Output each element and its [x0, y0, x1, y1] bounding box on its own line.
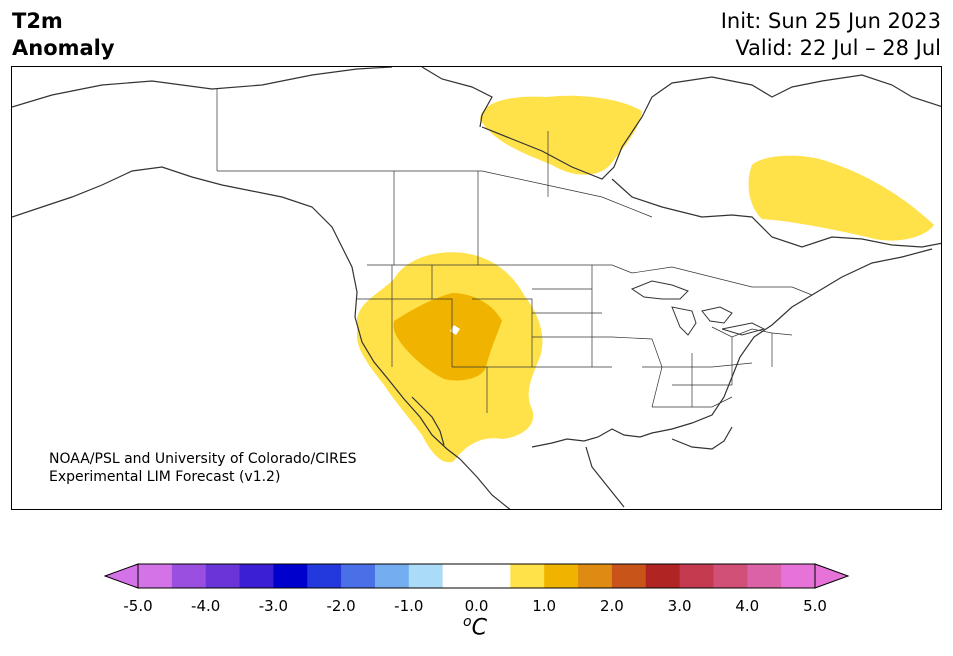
- colorbar-cell: [307, 564, 342, 588]
- variable-label: T2m: [12, 9, 63, 33]
- colorbar-tick-label: 0.0: [464, 597, 489, 615]
- colorbar-outline: [137, 563, 816, 589]
- chart-title: T2m Anomaly: [12, 8, 115, 62]
- colorbar-tick-label: 2.0: [599, 597, 624, 615]
- colorbar-cell: [374, 564, 410, 588]
- colorbar-tick-label: 4.0: [735, 597, 760, 615]
- colorbar-cell: [341, 564, 376, 588]
- north-america-map: [12, 67, 941, 509]
- colorbar-under-arrow: [103, 563, 139, 589]
- coastlines: [12, 67, 941, 509]
- colorbar-cells: [138, 564, 816, 588]
- colorbar-cell: [476, 564, 511, 588]
- colorbar-cell: [747, 564, 782, 588]
- field-label: Anomaly: [12, 36, 115, 60]
- colorbar-cell: [781, 564, 816, 588]
- colorbar-cell: [611, 564, 647, 588]
- colorbar-cell: [679, 564, 714, 588]
- colorbar-tick-label: -1.0: [394, 597, 424, 615]
- credit-text: NOAA/PSL and University of Colorado/CIRE…: [49, 450, 357, 486]
- colorbar-cell: [713, 564, 748, 588]
- colorbar-tick-label: -3.0: [258, 597, 289, 615]
- colorbar-cell: [442, 564, 477, 588]
- forecast-dates: Init: Sun 25 Jun 2023 Valid: 22 Jul – 28…: [721, 8, 941, 62]
- colorbar-tick-label: 3.0: [667, 597, 692, 615]
- colorbar-over-arrow: [814, 563, 850, 589]
- colorbar-tick-label: 1.0: [532, 597, 557, 615]
- colorbar-tick-label: -5.0: [123, 597, 153, 615]
- valid-range: Valid: 22 Jul – 28 Jul: [735, 36, 941, 60]
- colorbar-tick-label: 5.0: [803, 597, 827, 615]
- credit-line-2: Experimental LIM Forecast (v1.2): [49, 469, 281, 485]
- colorbar-cell: [544, 564, 579, 588]
- anomaly-shading: [357, 95, 934, 463]
- unit-letter: C: [471, 615, 487, 641]
- political-borders: [216, 89, 813, 413]
- colorbar-cell: [645, 564, 681, 588]
- init-date: Init: Sun 25 Jun 2023: [720, 9, 941, 33]
- colorbar-unit: oC: [455, 614, 495, 640]
- colorbar-cell: [239, 564, 274, 588]
- anomaly-west-us-inner: [393, 293, 502, 381]
- colorbar: [103, 563, 850, 589]
- map-panel: [11, 66, 942, 510]
- colorbar-cell: [205, 564, 241, 588]
- colorbar-cell: [578, 564, 613, 588]
- colorbar-tick-label: -2.0: [326, 597, 356, 615]
- anomaly-hudson-bay: [480, 95, 642, 175]
- colorbar-cell: [408, 564, 444, 588]
- colorbar-cell: [171, 564, 207, 588]
- anomaly-quebec-labrador: [748, 155, 934, 241]
- colorbar-cell: [273, 564, 308, 588]
- credit-line-1: NOAA/PSL and University of Colorado/CIRE…: [49, 451, 357, 467]
- colorbar-tick-label: -4.0: [191, 597, 221, 615]
- colorbar-cell: [138, 564, 173, 588]
- great-lakes: [630, 280, 766, 336]
- unit-degree: o: [463, 614, 472, 630]
- colorbar-cell: [510, 564, 545, 588]
